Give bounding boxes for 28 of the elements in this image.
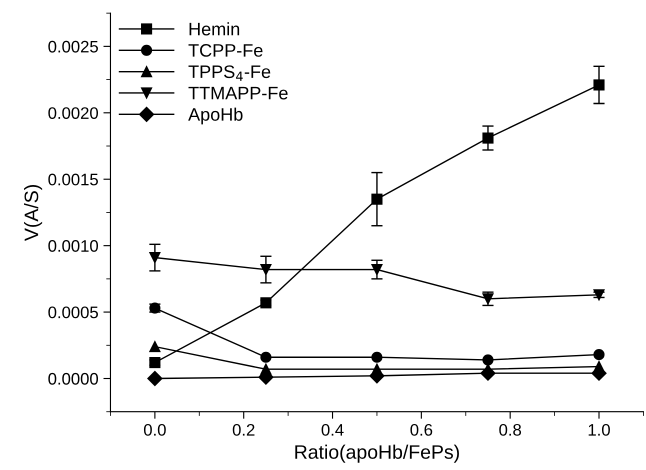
x-tick-label: 0.4 xyxy=(322,424,344,436)
x-axis-title: Ratio(apoHb/FePs) xyxy=(295,444,459,463)
x-tick-label: 0.2 xyxy=(232,424,254,436)
y-tick-label: 0.0020 xyxy=(48,107,98,120)
x-tick-label: 0.8 xyxy=(499,424,522,436)
y-axis-title: V(A/S) xyxy=(24,185,42,241)
point xyxy=(371,352,382,363)
legend-label: ApoHb xyxy=(188,108,243,124)
point xyxy=(149,341,160,352)
point xyxy=(593,349,605,360)
legend-label: TTMAPP-Fe xyxy=(188,86,288,100)
point xyxy=(482,354,494,366)
point xyxy=(480,366,496,381)
y-tick-label: 0.0010 xyxy=(48,240,98,252)
y-tick-label: 0.0025 xyxy=(48,40,98,53)
y-tick-label: 0.0015 xyxy=(48,174,98,186)
point xyxy=(147,370,162,386)
x-tick-label: 1.0 xyxy=(588,424,610,436)
x-tick-label: 0.0 xyxy=(144,424,166,436)
legend-label: Hemin xyxy=(190,22,240,36)
point xyxy=(593,79,605,90)
legend-label: TPPS$_{4}$-Fe xyxy=(188,65,270,81)
x-tick-label: 0.6 xyxy=(410,424,432,436)
point xyxy=(482,132,494,144)
y-tick-label: 0.0005 xyxy=(48,306,98,318)
y-tick-label: 0.0000 xyxy=(48,372,98,385)
point xyxy=(260,352,272,363)
legend-label: TCPP-Fe xyxy=(188,44,263,57)
